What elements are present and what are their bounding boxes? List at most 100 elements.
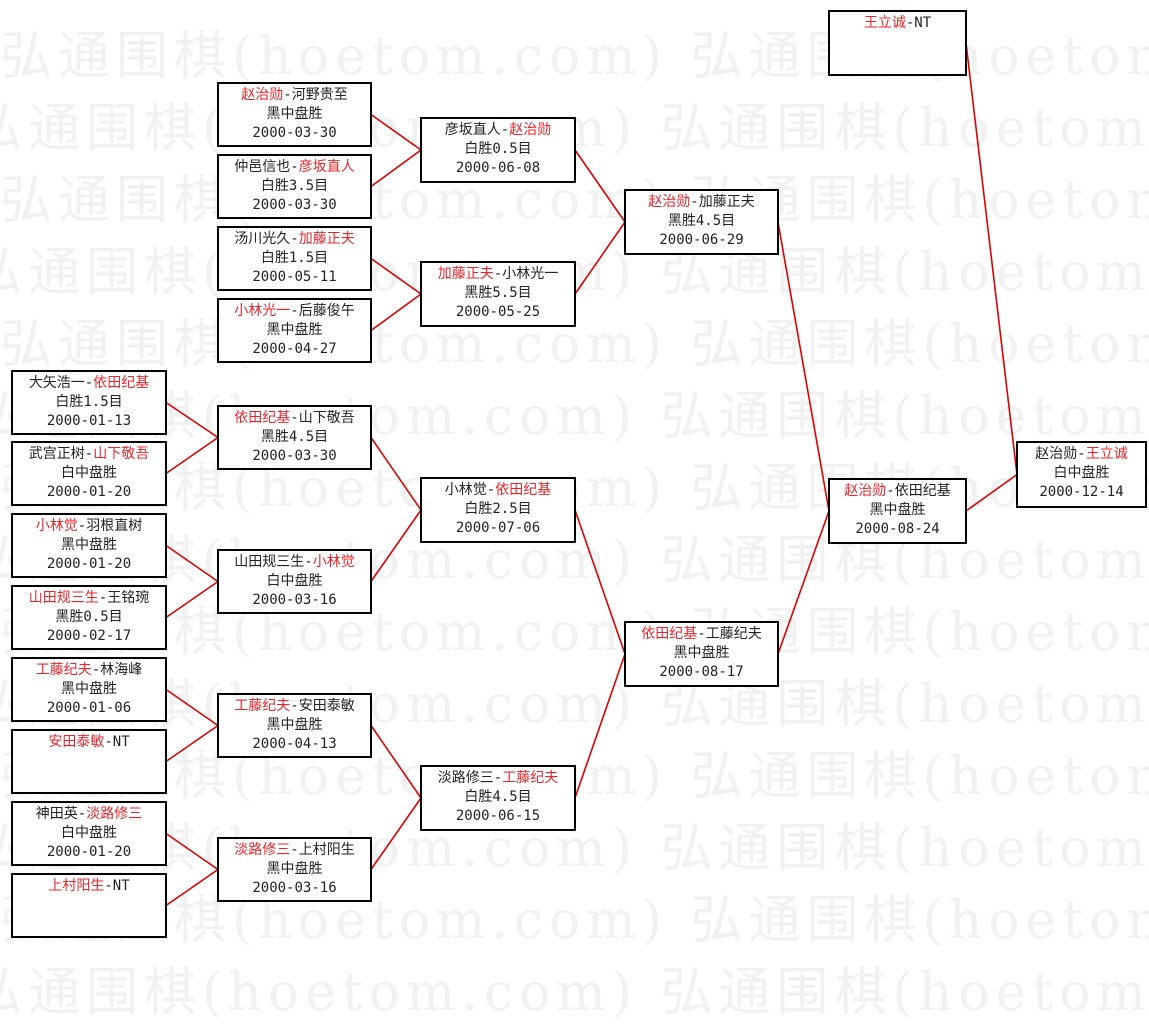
separator: -	[290, 303, 299, 319]
separator: -	[84, 375, 94, 391]
match-players: 赵治勋-加藤正夫	[626, 193, 777, 212]
match-box[interactable]: 上村阳生-NT	[11, 873, 167, 938]
match-box[interactable]: 依田纪基-山下敬吾 黑胜4.5目 2000-03-30	[217, 405, 372, 470]
match-players: 赵治勋-王立诚	[1018, 445, 1145, 464]
match-date: 2000-03-16	[252, 880, 337, 896]
match-date: 2000-01-06	[46, 700, 132, 716]
separator: -	[77, 518, 87, 534]
separator: -	[290, 698, 299, 714]
player-name: 安田泰敏	[298, 698, 355, 714]
match-box[interactable]: 赵治勋-王立诚 白中盘胜 2000-12-14	[1016, 441, 1147, 508]
separator: -	[304, 554, 313, 570]
match-box[interactable]: 王立诚-NT	[828, 10, 967, 76]
winner-name: 依田纪基	[234, 410, 291, 426]
match-box[interactable]: 赵治勋-河野贵至 黑中盘胜 2000-03-30	[217, 82, 372, 147]
player-name: 神田英	[35, 806, 78, 822]
match-box[interactable]: 依田纪基-工藤纪夫 黑中盘胜 2000-08-17	[624, 621, 779, 687]
match-result: 白胜1.5目	[260, 250, 329, 266]
match-date: 2000-12-14	[1039, 484, 1124, 500]
player-name: NT	[112, 878, 130, 894]
match-players: 大矢浩一-依田纪基	[13, 374, 165, 393]
match-result: 黑中盘胜	[869, 502, 926, 518]
match-box[interactable]: 小林觉-依田纪基 白胜2.5目 2000-07-06	[420, 477, 576, 543]
bracket-connector	[965, 42, 1018, 475]
match-box[interactable]: 淡路修三-工藤纪夫 白胜4.5目 2000-06-15	[420, 765, 576, 831]
match-result: 白胜2.5目	[464, 501, 532, 517]
match-players: 仲邑信也-彦坂直人	[219, 158, 370, 177]
match-date: 2000-01-20	[46, 484, 132, 500]
player-name: 淡路修三	[437, 770, 494, 786]
match-box[interactable]: 赵治勋-加藤正夫 黑胜4.5目 2000-06-29	[624, 189, 779, 255]
match-box[interactable]: 安田泰敏-NT	[11, 729, 167, 794]
match-box[interactable]: 山田规三生-王铭琬 黑胜0.5目 2000-02-17	[11, 585, 167, 650]
separator: -	[690, 194, 699, 210]
separator: -	[290, 231, 299, 247]
match-box[interactable]: 神田英-淡路修三 白中盘胜 2000-01-20	[11, 801, 167, 866]
match-players: 山田规三生-小林觉	[219, 553, 370, 572]
match-result: 黑胜5.5目	[464, 285, 532, 301]
separator: -	[905, 15, 915, 31]
match-players: 工藤纪夫-林海峰	[13, 661, 165, 680]
match-box[interactable]: 工藤纪夫-安田泰敏 黑中盘胜 2000-04-13	[217, 693, 372, 758]
player-name: 彦坂直人	[444, 122, 501, 138]
watermark-text: 弘通围棋(hoetom.com) 弘通围棋(hoetom.com) 弘通围棋(h…	[0, 963, 1149, 1023]
winner-name: 工藤纪夫	[234, 698, 291, 714]
winner-name: 王立诚	[863, 15, 906, 31]
match-date: 2000-06-29	[659, 232, 744, 248]
winner-name: 山下敬吾	[93, 446, 150, 462]
match-result: 黑中盘胜	[266, 861, 323, 877]
match-date: 2000-02-17	[46, 628, 132, 644]
separator: -	[290, 159, 299, 175]
bracket-connector	[165, 724, 219, 763]
match-result: 白中盘胜	[61, 825, 117, 841]
bracket-connector	[370, 725, 422, 799]
winner-name: 赵治勋	[844, 483, 887, 499]
winner-name: 依田纪基	[93, 375, 150, 391]
player-name: 大矢浩一	[28, 375, 85, 391]
match-box[interactable]: 仲邑信也-彦坂直人 白胜3.5目 2000-03-30	[217, 154, 372, 219]
winner-name: 淡路修三	[86, 806, 143, 822]
separator: -	[290, 410, 299, 426]
player-name: 工藤纪夫	[705, 626, 762, 642]
separator: -	[283, 87, 292, 103]
match-box[interactable]: 汤川光久-加藤正夫 白胜1.5目 2000-05-11	[217, 226, 372, 291]
player-name: 加藤正夫	[698, 194, 755, 210]
match-result: 白中盘胜	[266, 573, 323, 589]
match-box[interactable]: 武宫正树-山下敬吾 白中盘胜 2000-01-20	[11, 441, 167, 506]
match-players: 工藤纪夫-安田泰敏	[219, 697, 370, 716]
separator: -	[290, 842, 299, 858]
match-date: 2000-03-30	[252, 448, 337, 464]
winner-name: 工藤纪夫	[35, 662, 92, 678]
winner-name: 王立诚	[1085, 446, 1128, 462]
match-players: 小林光一-后藤俊午	[219, 302, 370, 321]
match-box[interactable]: 小林觉-羽根直树 黑中盘胜 2000-01-20	[11, 513, 167, 578]
winner-name: 小林觉	[312, 554, 355, 570]
match-box[interactable]: 工藤纪夫-林海峰 黑中盘胜 2000-01-06	[11, 657, 167, 722]
match-box[interactable]: 大矢浩一-依田纪基 白胜1.5目 2000-01-13	[11, 370, 167, 435]
bracket-connector	[574, 509, 626, 655]
bracket-connector	[370, 437, 422, 511]
match-box[interactable]: 赵治勋-依田纪基 黑中盘胜 2000-08-24	[828, 478, 967, 544]
match-players: 淡路修三-工藤纪夫	[422, 769, 574, 788]
player-name: 上村阳生	[298, 842, 355, 858]
match-players: 淡路修三-上村阳生	[219, 841, 370, 860]
match-players: 汤川光久-加藤正夫	[219, 230, 370, 249]
bracket-connector	[165, 401, 219, 439]
match-box[interactable]: 淡路修三-上村阳生 黑中盘胜 2000-03-16	[217, 837, 372, 902]
player-name: 仲邑信也	[234, 159, 291, 175]
match-box[interactable]: 加藤正夫-小林光一 黑胜5.5目 2000-05-25	[420, 261, 576, 327]
match-box[interactable]: 山田规三生-小林觉 白中盘胜 2000-03-16	[217, 549, 372, 614]
match-result: 黑中盘胜	[61, 537, 117, 553]
match-result: 黑中盘胜	[266, 106, 323, 122]
match-result: 黑胜0.5目	[55, 609, 123, 625]
match-box[interactable]: 小林光一-后藤俊午 黑中盘胜 2000-04-27	[217, 298, 372, 363]
bracket-connector	[777, 221, 830, 512]
bracket-connector	[165, 688, 219, 727]
match-date: 2000-03-30	[252, 125, 337, 141]
winner-name: 山田规三生	[28, 590, 99, 606]
match-date: 2000-03-16	[252, 592, 337, 608]
match-box[interactable]: 彦坂直人-赵治勋 白胜0.5目 2000-06-08	[420, 117, 576, 183]
match-players: 山田规三生-王铭琬	[13, 589, 165, 608]
player-name: NT	[914, 15, 932, 31]
match-result: 黑胜4.5目	[667, 213, 736, 229]
